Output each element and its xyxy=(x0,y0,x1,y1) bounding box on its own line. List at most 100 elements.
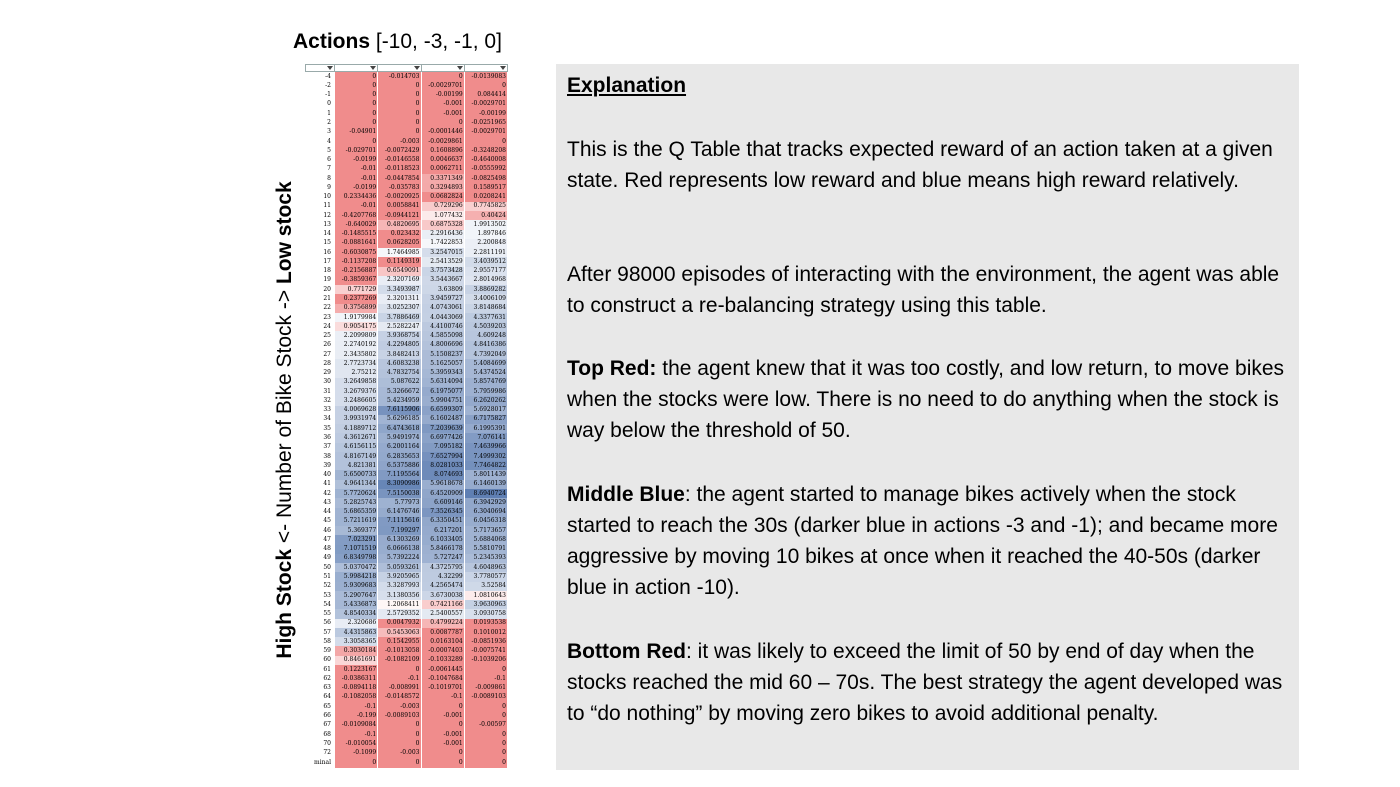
q-table-header-col[interactable] xyxy=(463,64,509,72)
q-table-value-cell: 7.4639966 xyxy=(464,442,509,452)
q-table-value-cell: 7.2039639 xyxy=(421,424,465,434)
q-table-value-cell: 4.9641344 xyxy=(334,479,379,489)
q-table-value-cell: 0.0047932 xyxy=(377,618,422,628)
q-table-value-cell: 0 xyxy=(377,665,422,675)
q-table-state-cell: 55 xyxy=(305,609,335,619)
q-table-value-cell: 1.7464985 xyxy=(377,248,422,258)
q-table-value-cell: 0.1542955 xyxy=(377,637,422,647)
q-table-value-cell: 4.1889712 xyxy=(334,424,379,434)
q-table-value-cell: 0.4799224 xyxy=(421,618,465,628)
q-table-value-cell: 0 xyxy=(464,748,509,758)
q-table-value-cell: 0 xyxy=(464,739,509,749)
q-table-header-state[interactable] xyxy=(305,64,335,72)
q-table-value-cell: 3.4039512 xyxy=(464,257,509,267)
q-table-row: 47 7.023291 6.1303269 6.1033405 5.6884068 xyxy=(305,535,509,545)
q-table-row: 23 1.9179984 3.7886469 4.0443069 4.3377631 xyxy=(305,312,509,323)
q-table-value-cell: 2.5413529 xyxy=(421,257,465,267)
q-table-value-cell: -0.0894118 xyxy=(334,683,379,693)
actions-label: Actions xyxy=(293,30,371,53)
q-table-value-cell: 0.7421166 xyxy=(421,600,465,610)
q-table-value-cell: -0.3859367 xyxy=(334,275,379,286)
q-table-value-cell: 2.200848 xyxy=(464,238,509,249)
q-table-value-cell: -0.4640008 xyxy=(464,155,509,165)
q-table-state-cell: 19 xyxy=(305,275,335,286)
q-table-value-cell: 6.7175827 xyxy=(464,414,509,425)
q-table-value-cell: 0.1608896 xyxy=(421,146,465,156)
q-table-value-cell: 2.2740192 xyxy=(334,340,379,350)
q-table-value-cell: 3.9205965 xyxy=(377,572,422,582)
q-table-value-cell: -0.1082058 xyxy=(334,692,379,703)
q-table-value-cell: 3.8148684 xyxy=(464,303,509,313)
q-table-row: 67 -0.0109084 0 0 -0.00597 xyxy=(305,720,509,730)
q-table-row: 40 5.6500733 7.1195564 8.074693 5.8011439 xyxy=(305,470,509,480)
q-table-value-cell: -0.0029861 xyxy=(421,136,465,147)
q-table-value-cell: 6.3942929 xyxy=(464,498,509,508)
q-table-value-cell: 0.3294893 xyxy=(421,183,465,193)
q-table-value-cell: 0.2377269 xyxy=(334,294,379,304)
q-table-row: 4 0 -0.003 -0.0029861 0 xyxy=(305,136,509,147)
q-table-header-col[interactable] xyxy=(420,64,465,72)
filter-dropdown-icon[interactable] xyxy=(500,65,506,70)
q-table-value-cell: 0 xyxy=(334,99,379,110)
q-table-value-cell: 0 xyxy=(377,729,422,740)
bottom-red-label: Bottom Red xyxy=(567,640,686,663)
q-table-value-cell: 3.7886469 xyxy=(377,312,422,323)
q-table-value-cell: 6.1460139 xyxy=(464,479,509,489)
q-table-value-cell: -0.001 xyxy=(421,99,465,110)
q-table-value-cell: 0.023432 xyxy=(377,229,422,239)
q-table-value-cell: 0.084414 xyxy=(464,90,509,100)
q-table-value-cell: 0 xyxy=(421,757,465,768)
q-table-value-cell: 4.0443069 xyxy=(421,312,465,323)
q-table-value-cell: -0.0146558 xyxy=(377,155,422,165)
q-table-value-cell: 5.8466178 xyxy=(421,544,465,554)
q-table-state-cell: 49 xyxy=(305,553,335,564)
q-table-state-cell: 45 xyxy=(305,516,335,527)
q-table-value-cell: 3.52584 xyxy=(464,581,509,591)
q-table-row: 12 -0.4207768 -0.0944121 1.077432 0.40424 xyxy=(305,211,509,221)
q-table-value-cell: 0.3030184 xyxy=(334,646,379,656)
q-table-row: 60 0.8461691 -0.1082109 -0.1033289 -0.103920… xyxy=(305,655,509,666)
q-table-header-col[interactable] xyxy=(333,64,379,72)
filter-dropdown-icon[interactable] xyxy=(413,65,420,70)
q-table-state-cell: 4 xyxy=(305,136,335,147)
q-table-state-cell: 42 xyxy=(305,488,335,499)
q-table-value-cell: -0.0199 xyxy=(334,183,379,193)
q-table-value-cell: -0.0061445 xyxy=(421,665,465,675)
q-table-value-cell: 3.2679376 xyxy=(334,387,379,397)
q-table-value-cell: -0.001 xyxy=(421,739,465,749)
q-table-value-cell: -0.4207768 xyxy=(334,211,379,221)
q-table-value-cell: 4.6048963 xyxy=(464,563,509,573)
q-table-value-cell: 0.9054175 xyxy=(334,322,379,332)
q-table-value-cell: 3.9630963 xyxy=(464,600,509,610)
q-table-row: 56 2.320686 0.0047932 0.4799224 0.0193538 xyxy=(305,618,509,628)
q-table-value-cell: 0 xyxy=(464,81,509,91)
q-table-value-cell: -0.3248208 xyxy=(464,146,509,156)
q-table-state-cell: 47 xyxy=(305,535,335,545)
q-table-value-cell: 4.3377631 xyxy=(464,312,509,323)
q-table-row: 33 4.0069628 7.6115906 6.6599307 5.6928017 xyxy=(305,405,509,415)
q-table-header-col[interactable] xyxy=(377,64,422,72)
filter-dropdown-icon[interactable] xyxy=(327,65,333,70)
q-table-value-cell: 6.3350451 xyxy=(421,516,465,527)
filter-dropdown-icon[interactable] xyxy=(456,65,463,70)
q-table-value-cell: 3.63809 xyxy=(421,285,465,295)
q-table-state-cell: 60 xyxy=(305,655,335,666)
q-table-row: 59 0.3030184 -0.1013058 -0.0007403 -0.007574… xyxy=(305,646,509,656)
q-table-value-cell: 3.6730038 xyxy=(421,590,465,601)
q-table-value-cell: 7.3526345 xyxy=(421,507,465,517)
q-table-value-cell: 5.1625057 xyxy=(421,359,465,369)
q-table-row: 72 -0.1099 -0.003 0 0 xyxy=(305,748,509,758)
q-table-value-cell: 5.6928017 xyxy=(464,405,509,415)
filter-dropdown-icon[interactable] xyxy=(370,65,377,70)
q-table-state-cell: 41 xyxy=(305,479,335,489)
q-table-value-cell: 4.2565474 xyxy=(421,581,465,591)
q-table-value-cell: 4.5855098 xyxy=(421,331,465,341)
q-table-value-cell: 5.4084699 xyxy=(464,359,509,369)
q-table-row: 66 -0.199 -0.0089103 -0.001 0 xyxy=(305,711,509,721)
q-table-state-cell: 29 xyxy=(305,368,335,378)
q-table-value-cell: 5.2345393 xyxy=(464,553,509,564)
q-table-value-cell: 0.1010012 xyxy=(464,627,509,638)
q-table-value-cell: 0.40424 xyxy=(464,211,509,221)
q-table-value-cell: 0 xyxy=(334,71,379,82)
q-table-row: 49 6.8349798 5.7392224 5.727247 5.2345393 xyxy=(305,553,509,564)
